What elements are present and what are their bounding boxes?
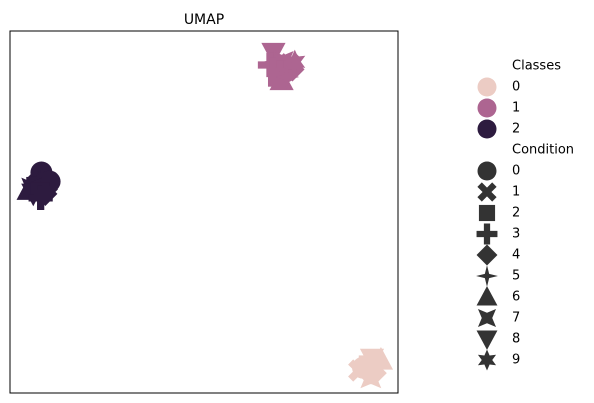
legend-label-condition-1: 1 bbox=[512, 185, 520, 200]
scatter-point bbox=[360, 367, 382, 389]
plot-area bbox=[9, 30, 399, 394]
legend-label-condition-2: 2 bbox=[512, 206, 520, 221]
legend-label-condition-6: 6 bbox=[512, 290, 520, 305]
legend-label-condition-7: 7 bbox=[512, 311, 520, 326]
legend-marker-condition-5 bbox=[476, 265, 498, 287]
legend-marker-condition-1 bbox=[477, 182, 497, 202]
legend-marker-condition-3 bbox=[476, 223, 498, 245]
scatter-point bbox=[273, 64, 300, 90]
legend-label-condition-0: 0 bbox=[512, 164, 520, 179]
legend-marker-condition-2 bbox=[478, 204, 496, 222]
scatter-points bbox=[16, 42, 394, 389]
legend-marker-condition-9 bbox=[477, 349, 497, 371]
chart-title: UMAP bbox=[184, 12, 224, 28]
legend-swatch-class-0 bbox=[477, 77, 497, 97]
legend-label-class-1: 1 bbox=[512, 101, 520, 116]
legend-marker-condition-6 bbox=[476, 286, 498, 306]
legend-marker-condition-0 bbox=[477, 161, 497, 181]
legend-swatch-class-1 bbox=[477, 98, 497, 118]
legend-label-condition-3: 3 bbox=[512, 227, 520, 242]
legend-title-condition: Condition bbox=[512, 143, 574, 158]
legend-swatch-class-2 bbox=[477, 119, 497, 139]
legend-marker-condition-8 bbox=[476, 330, 498, 350]
legend-label-condition-9: 9 bbox=[512, 353, 520, 368]
legend-label-condition-8: 8 bbox=[512, 332, 520, 347]
legend-title-classes: Classes bbox=[512, 59, 561, 74]
legend-label-class-0: 0 bbox=[512, 80, 520, 95]
legend-label-condition-5: 5 bbox=[512, 269, 520, 284]
legend-marker-condition-7 bbox=[477, 308, 497, 328]
legend-label-class-2: 2 bbox=[512, 122, 520, 137]
legend: Classes 0 1 2 Condition 0 1 2 3 4 5 6 7 8 9 bbox=[476, 59, 574, 371]
legend-label-condition-4: 4 bbox=[512, 248, 520, 263]
scatter-point bbox=[33, 181, 58, 206]
legend-marker-condition-4 bbox=[476, 244, 498, 266]
